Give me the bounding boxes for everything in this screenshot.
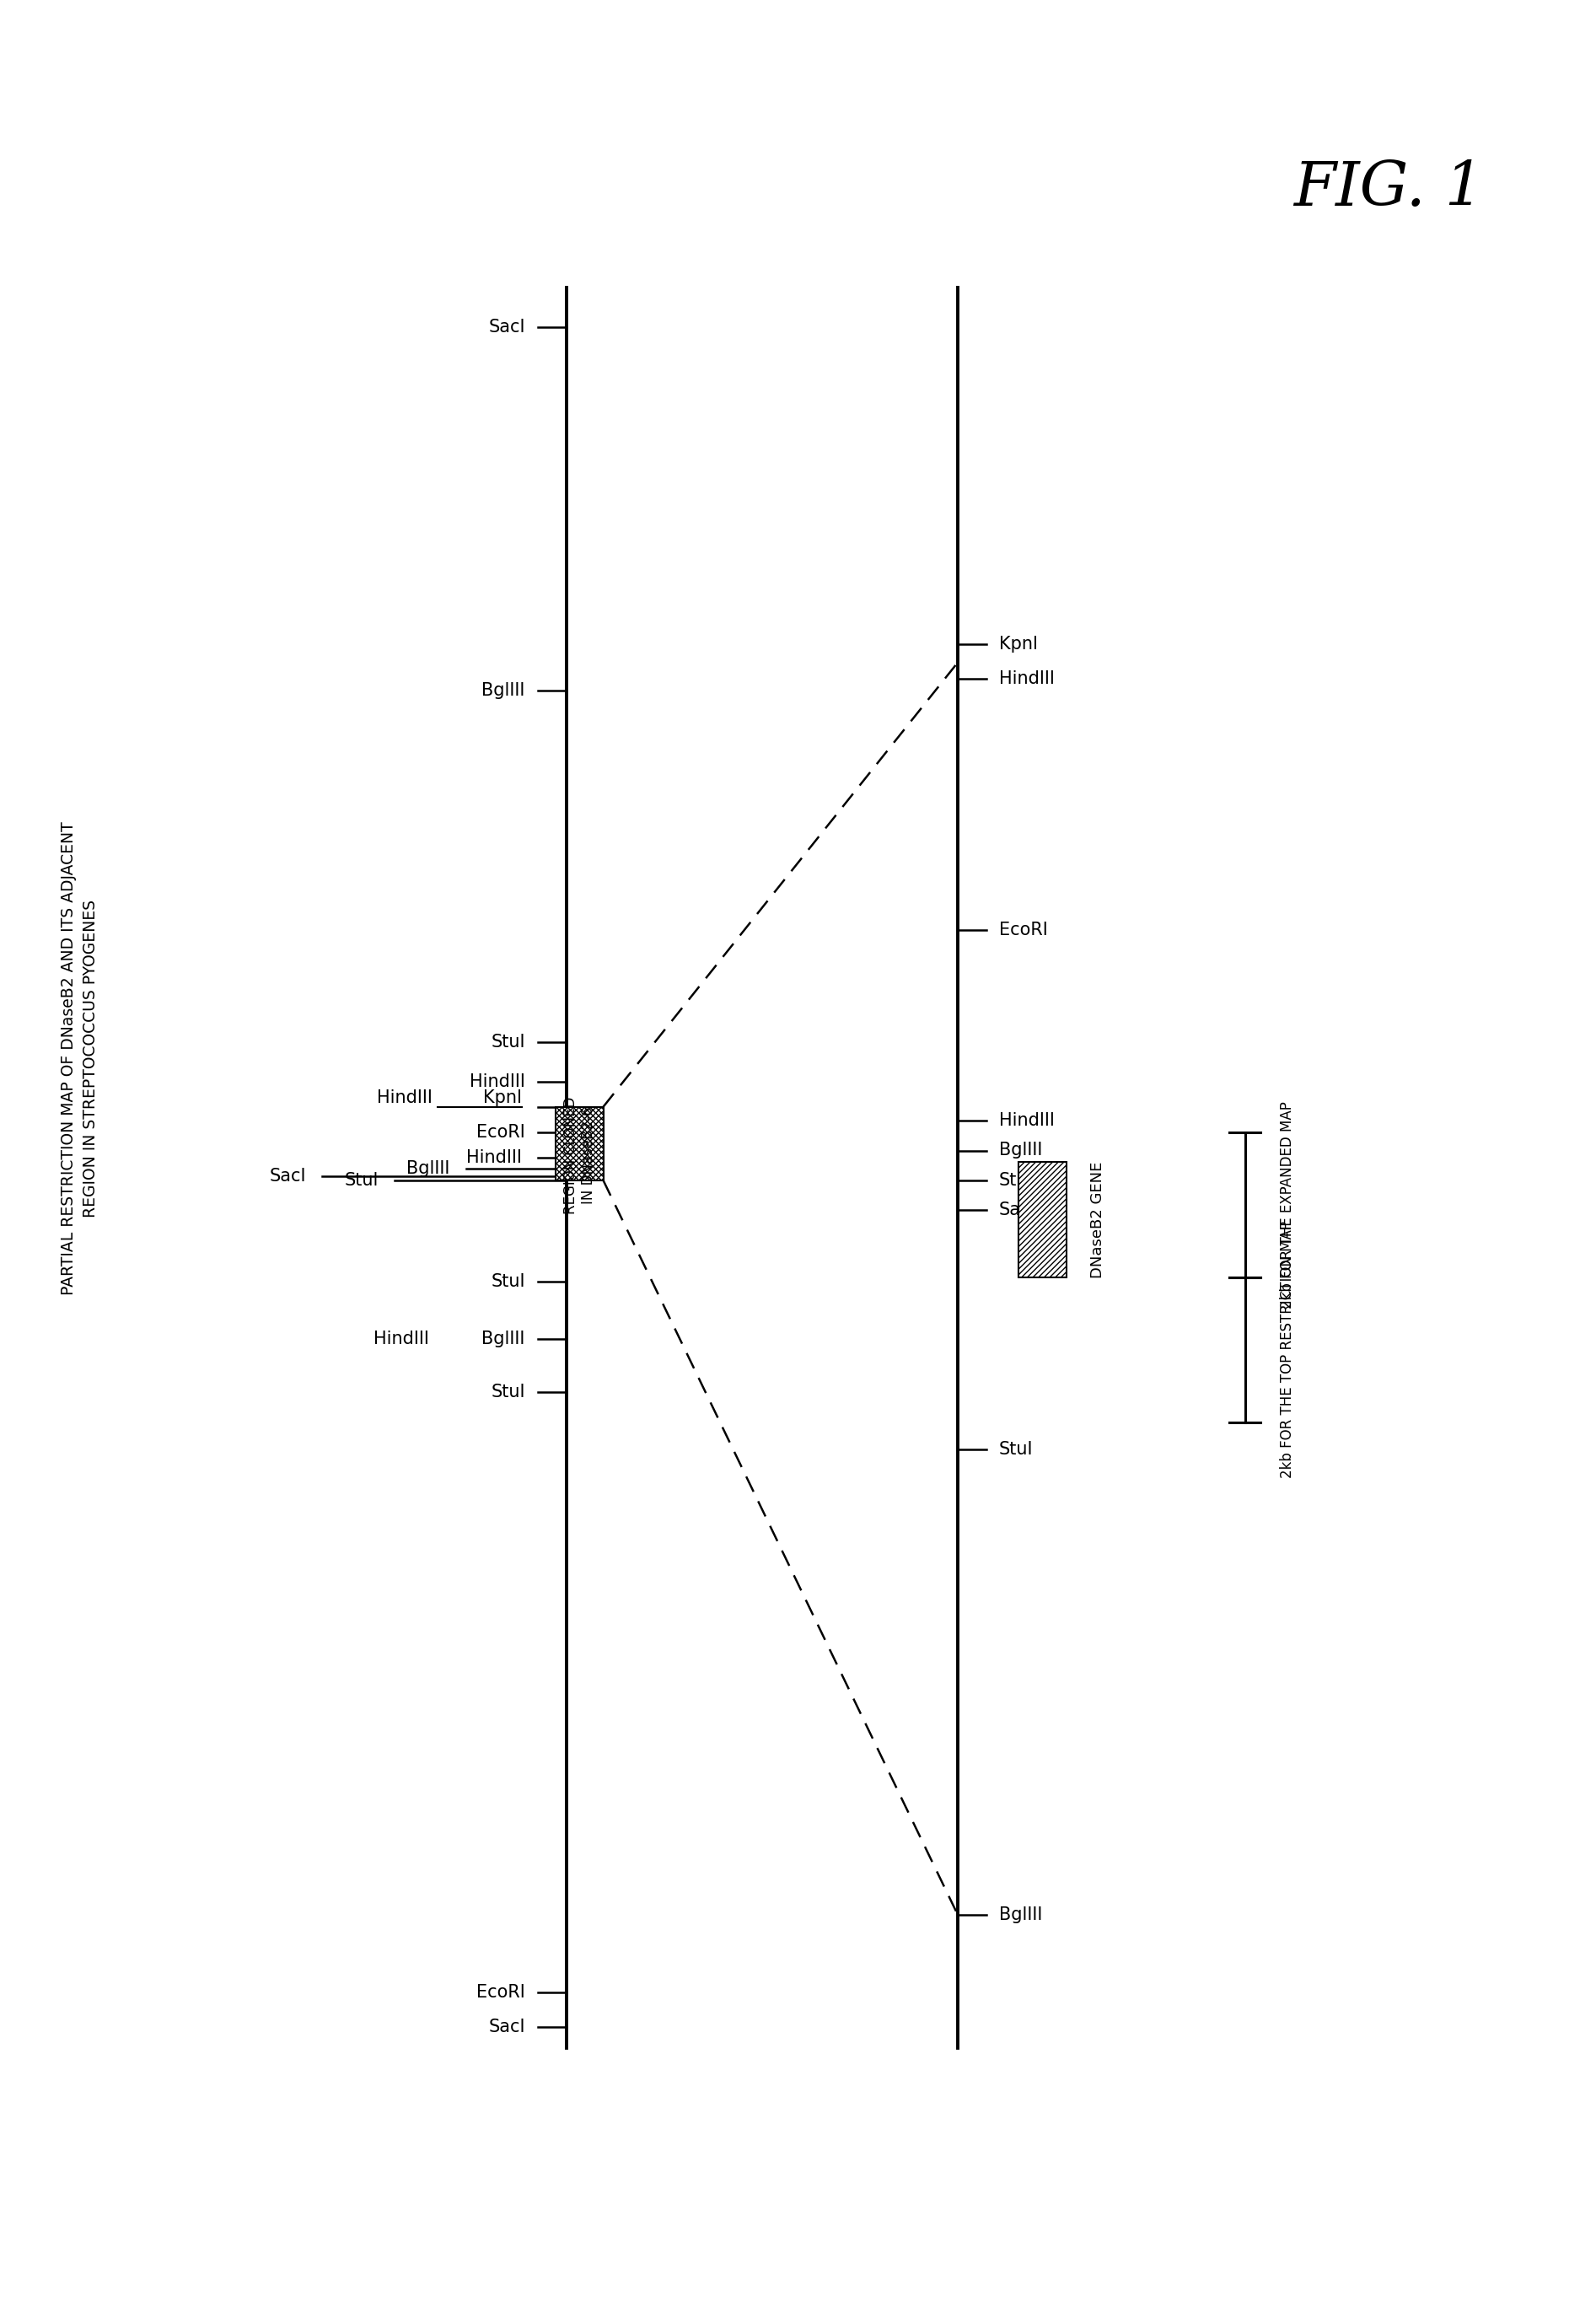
Text: FIG. 1: FIG. 1 [1293,159,1484,219]
Text: SacI: SacI [270,1167,306,1185]
Text: StuI: StuI [999,1171,1033,1190]
Text: DNaseB2 GENE: DNaseB2 GENE [1090,1162,1106,1277]
Text: BglIII: BglIII [999,1905,1042,1924]
Text: HindIII: HindIII [469,1072,525,1091]
Text: SacI: SacI [488,318,525,336]
Text: 2kb FOR THE EXPANDED MAP: 2kb FOR THE EXPANDED MAP [1280,1100,1296,1309]
Text: BglIII: BglIII [482,681,525,700]
Text: PARTIAL RESTRICTION MAP OF DNaseB2 AND ITS ADJACENT
REGION IN STREPTOCOCCUS PYOG: PARTIAL RESTRICTION MAP OF DNaseB2 AND I… [61,821,99,1295]
Text: StuI: StuI [492,1033,525,1052]
Text: BglIII: BglIII [999,1141,1042,1160]
Bar [555,1107,603,1180]
Text: StuI: StuI [492,1272,525,1291]
Text: REGION CLONED
IN DNaseB2-6: REGION CLONED IN DNaseB2-6 [563,1095,595,1215]
Text: SacI: SacI [488,2018,525,2036]
Text: HindIII: HindIII [377,1088,433,1107]
Bar [555,1107,603,1180]
Bar [1018,1162,1066,1277]
Text: HindIII: HindIII [466,1148,522,1167]
Text: BglIII: BglIII [407,1160,450,1178]
Bar [1018,1162,1066,1277]
Text: KpnI: KpnI [999,635,1037,653]
Text: HindIII: HindIII [999,670,1055,688]
Text: StuI: StuI [999,1440,1033,1459]
Text: EcoRI: EcoRI [476,1983,525,2002]
Text: StuI: StuI [492,1383,525,1401]
Text: HindIII: HindIII [999,1111,1055,1130]
Text: SacI: SacI [999,1201,1036,1220]
Text: EcoRI: EcoRI [999,920,1049,939]
Text: Stul: Stul [345,1171,378,1190]
Text: 2kb FOR THE TOP RESTRICTION MAP: 2kb FOR THE TOP RESTRICTION MAP [1280,1222,1296,1477]
Text: BglIII: BglIII [482,1330,525,1348]
Text: KpnI: KpnI [484,1088,522,1107]
Text: HindIII: HindIII [373,1330,429,1348]
Text: EcoRI: EcoRI [476,1123,525,1141]
